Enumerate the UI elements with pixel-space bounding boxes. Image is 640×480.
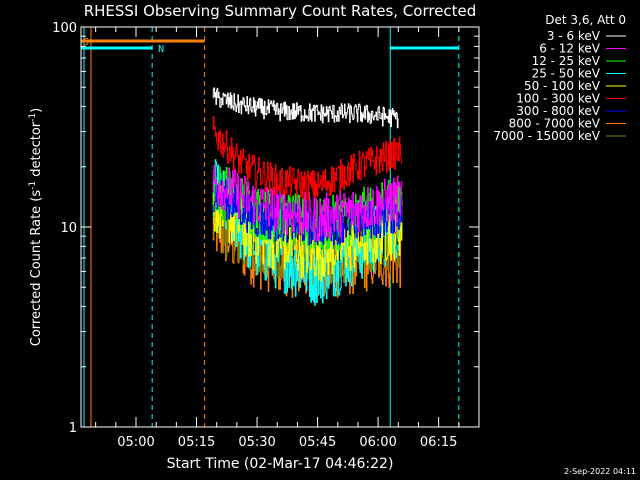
x-tick-label: 05:15 — [178, 435, 215, 450]
legend-label: 7000 - 15000 keV — [493, 129, 600, 143]
legend-label: 800 - 7000 keV — [509, 117, 601, 131]
legend-header: Det 3,6, Att 0 — [545, 13, 626, 27]
y-tick-label: 1 — [69, 421, 77, 436]
y-axis-label-mid: detector — [29, 121, 44, 181]
y-tick-label: 10 — [60, 221, 77, 236]
y-axis-label-sup2: -1 — [28, 113, 38, 122]
series-line-6 — [212, 116, 403, 201]
y-axis: 1 10 100 — [52, 21, 479, 436]
y-axis-label: Corrected Count Rate (s-1 detector-1) — [28, 108, 44, 346]
footer-date: 2-Sep-2022 04:11 — [564, 467, 636, 476]
x-axis-label: Start Time (02-Mar-17 04:46:22) — [167, 456, 394, 472]
x-tick-label: 05:30 — [238, 435, 275, 450]
x-tick-label: 06:00 — [359, 435, 396, 450]
y-tick-label: 100 — [52, 21, 77, 36]
legend-label: 3 - 6 keV — [547, 29, 601, 43]
flag-label-s: S — [83, 37, 89, 48]
x-tick-label: 05:00 — [117, 435, 154, 450]
legend-label: 6 - 12 keV — [539, 42, 601, 56]
x-tick-label: 06:15 — [420, 435, 457, 450]
legend-label: 12 - 25 keV — [532, 54, 601, 68]
series-line-2 — [212, 164, 403, 242]
y-axis-label-main: Corrected Count Rate (s — [29, 190, 44, 347]
legend-label: 25 - 50 keV — [532, 67, 601, 81]
flag-label-n: N — [158, 44, 164, 55]
series-group — [212, 87, 403, 306]
y-axis-label-sup1: -1 — [28, 181, 38, 190]
legend-label: 300 - 800 keV — [516, 104, 600, 118]
x-tick-label: 05:45 — [299, 435, 336, 450]
series-line-1 — [212, 87, 399, 129]
x-axis: 05:00 05:15 05:30 05:45 06:00 06:15 — [95, 27, 480, 450]
y-axis-label-end: ) — [29, 108, 44, 113]
legend-label: 100 - 300 keV — [516, 92, 600, 106]
flag-bars: SN — [81, 37, 459, 55]
legend-label: 50 - 100 keV — [524, 79, 601, 93]
chart-title: RHESSI Observing Summary Count Rates, Co… — [84, 2, 477, 20]
